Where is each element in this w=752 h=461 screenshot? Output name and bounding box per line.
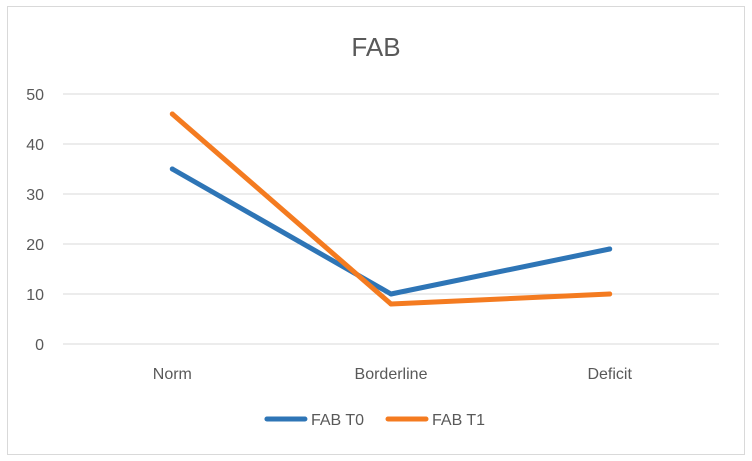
legend: FAB T0 FAB T1 <box>264 412 485 429</box>
chart-border <box>7 6 745 455</box>
data-point-fab-t1-norm <box>169 111 175 117</box>
data-point-fab-t1-borderline <box>388 301 394 307</box>
x-tick-label-norm: Norm <box>153 366 192 383</box>
data-point-fab-t0-norm <box>169 166 175 172</box>
data-point-fab-t1-deficit <box>607 291 613 297</box>
x-tick-label-borderline: Borderline <box>355 366 428 383</box>
y-axis-tick-labels: 0 10 20 30 40 50 <box>26 87 44 354</box>
series-lines <box>169 111 613 307</box>
x-axis-tick-labels: Norm Borderline Deficit <box>153 366 633 383</box>
y-tick-label-0: 0 <box>35 337 44 354</box>
legend-item-fab-t1: FAB T1 <box>385 412 485 429</box>
chart-title: FAB <box>351 32 400 62</box>
data-point-fab-t0-borderline <box>388 291 394 297</box>
y-tick-label-30: 30 <box>26 187 44 204</box>
legend-item-fab-t0: FAB T0 <box>264 412 364 429</box>
gridlines <box>63 93 719 345</box>
y-tick-label-40: 40 <box>26 137 44 154</box>
legend-label: FAB T1 <box>432 412 485 429</box>
y-tick-label-20: 20 <box>26 237 44 254</box>
y-tick-label-10: 10 <box>26 287 44 304</box>
x-tick-label-deficit: Deficit <box>587 366 632 383</box>
legend-label: FAB T0 <box>311 412 364 429</box>
data-point-fab-t0-deficit <box>607 246 613 252</box>
y-tick-label-50: 50 <box>26 87 44 104</box>
